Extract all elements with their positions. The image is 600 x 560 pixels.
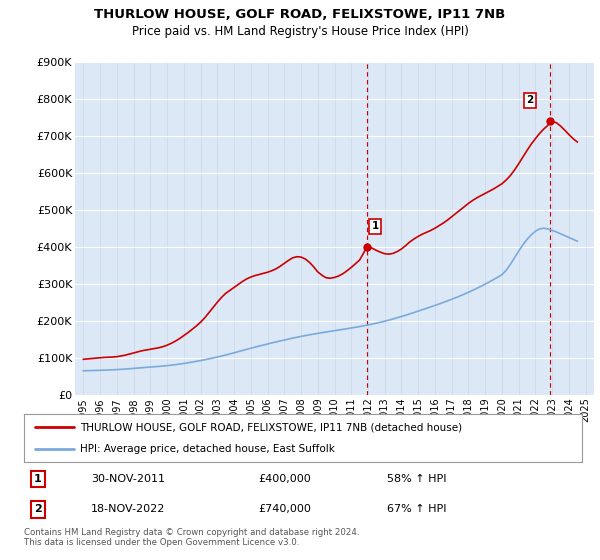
Text: Price paid vs. HM Land Registry's House Price Index (HPI): Price paid vs. HM Land Registry's House … [131,25,469,38]
Text: £740,000: £740,000 [259,505,311,515]
Text: £400,000: £400,000 [259,474,311,484]
Text: 18-NOV-2022: 18-NOV-2022 [91,505,166,515]
Text: 1: 1 [371,221,379,231]
Text: 2: 2 [526,95,533,105]
Text: HPI: Average price, detached house, East Suffolk: HPI: Average price, detached house, East… [80,444,335,454]
Text: 30-NOV-2011: 30-NOV-2011 [91,474,165,484]
Text: 2: 2 [34,505,42,515]
Text: Contains HM Land Registry data © Crown copyright and database right 2024.
This d: Contains HM Land Registry data © Crown c… [24,528,359,547]
Text: 1: 1 [34,474,42,484]
Text: THURLOW HOUSE, GOLF ROAD, FELIXSTOWE, IP11 7NB (detached house): THURLOW HOUSE, GOLF ROAD, FELIXSTOWE, IP… [80,422,462,432]
Text: 67% ↑ HPI: 67% ↑ HPI [387,505,446,515]
Text: 58% ↑ HPI: 58% ↑ HPI [387,474,446,484]
Text: THURLOW HOUSE, GOLF ROAD, FELIXSTOWE, IP11 7NB: THURLOW HOUSE, GOLF ROAD, FELIXSTOWE, IP… [94,8,506,21]
